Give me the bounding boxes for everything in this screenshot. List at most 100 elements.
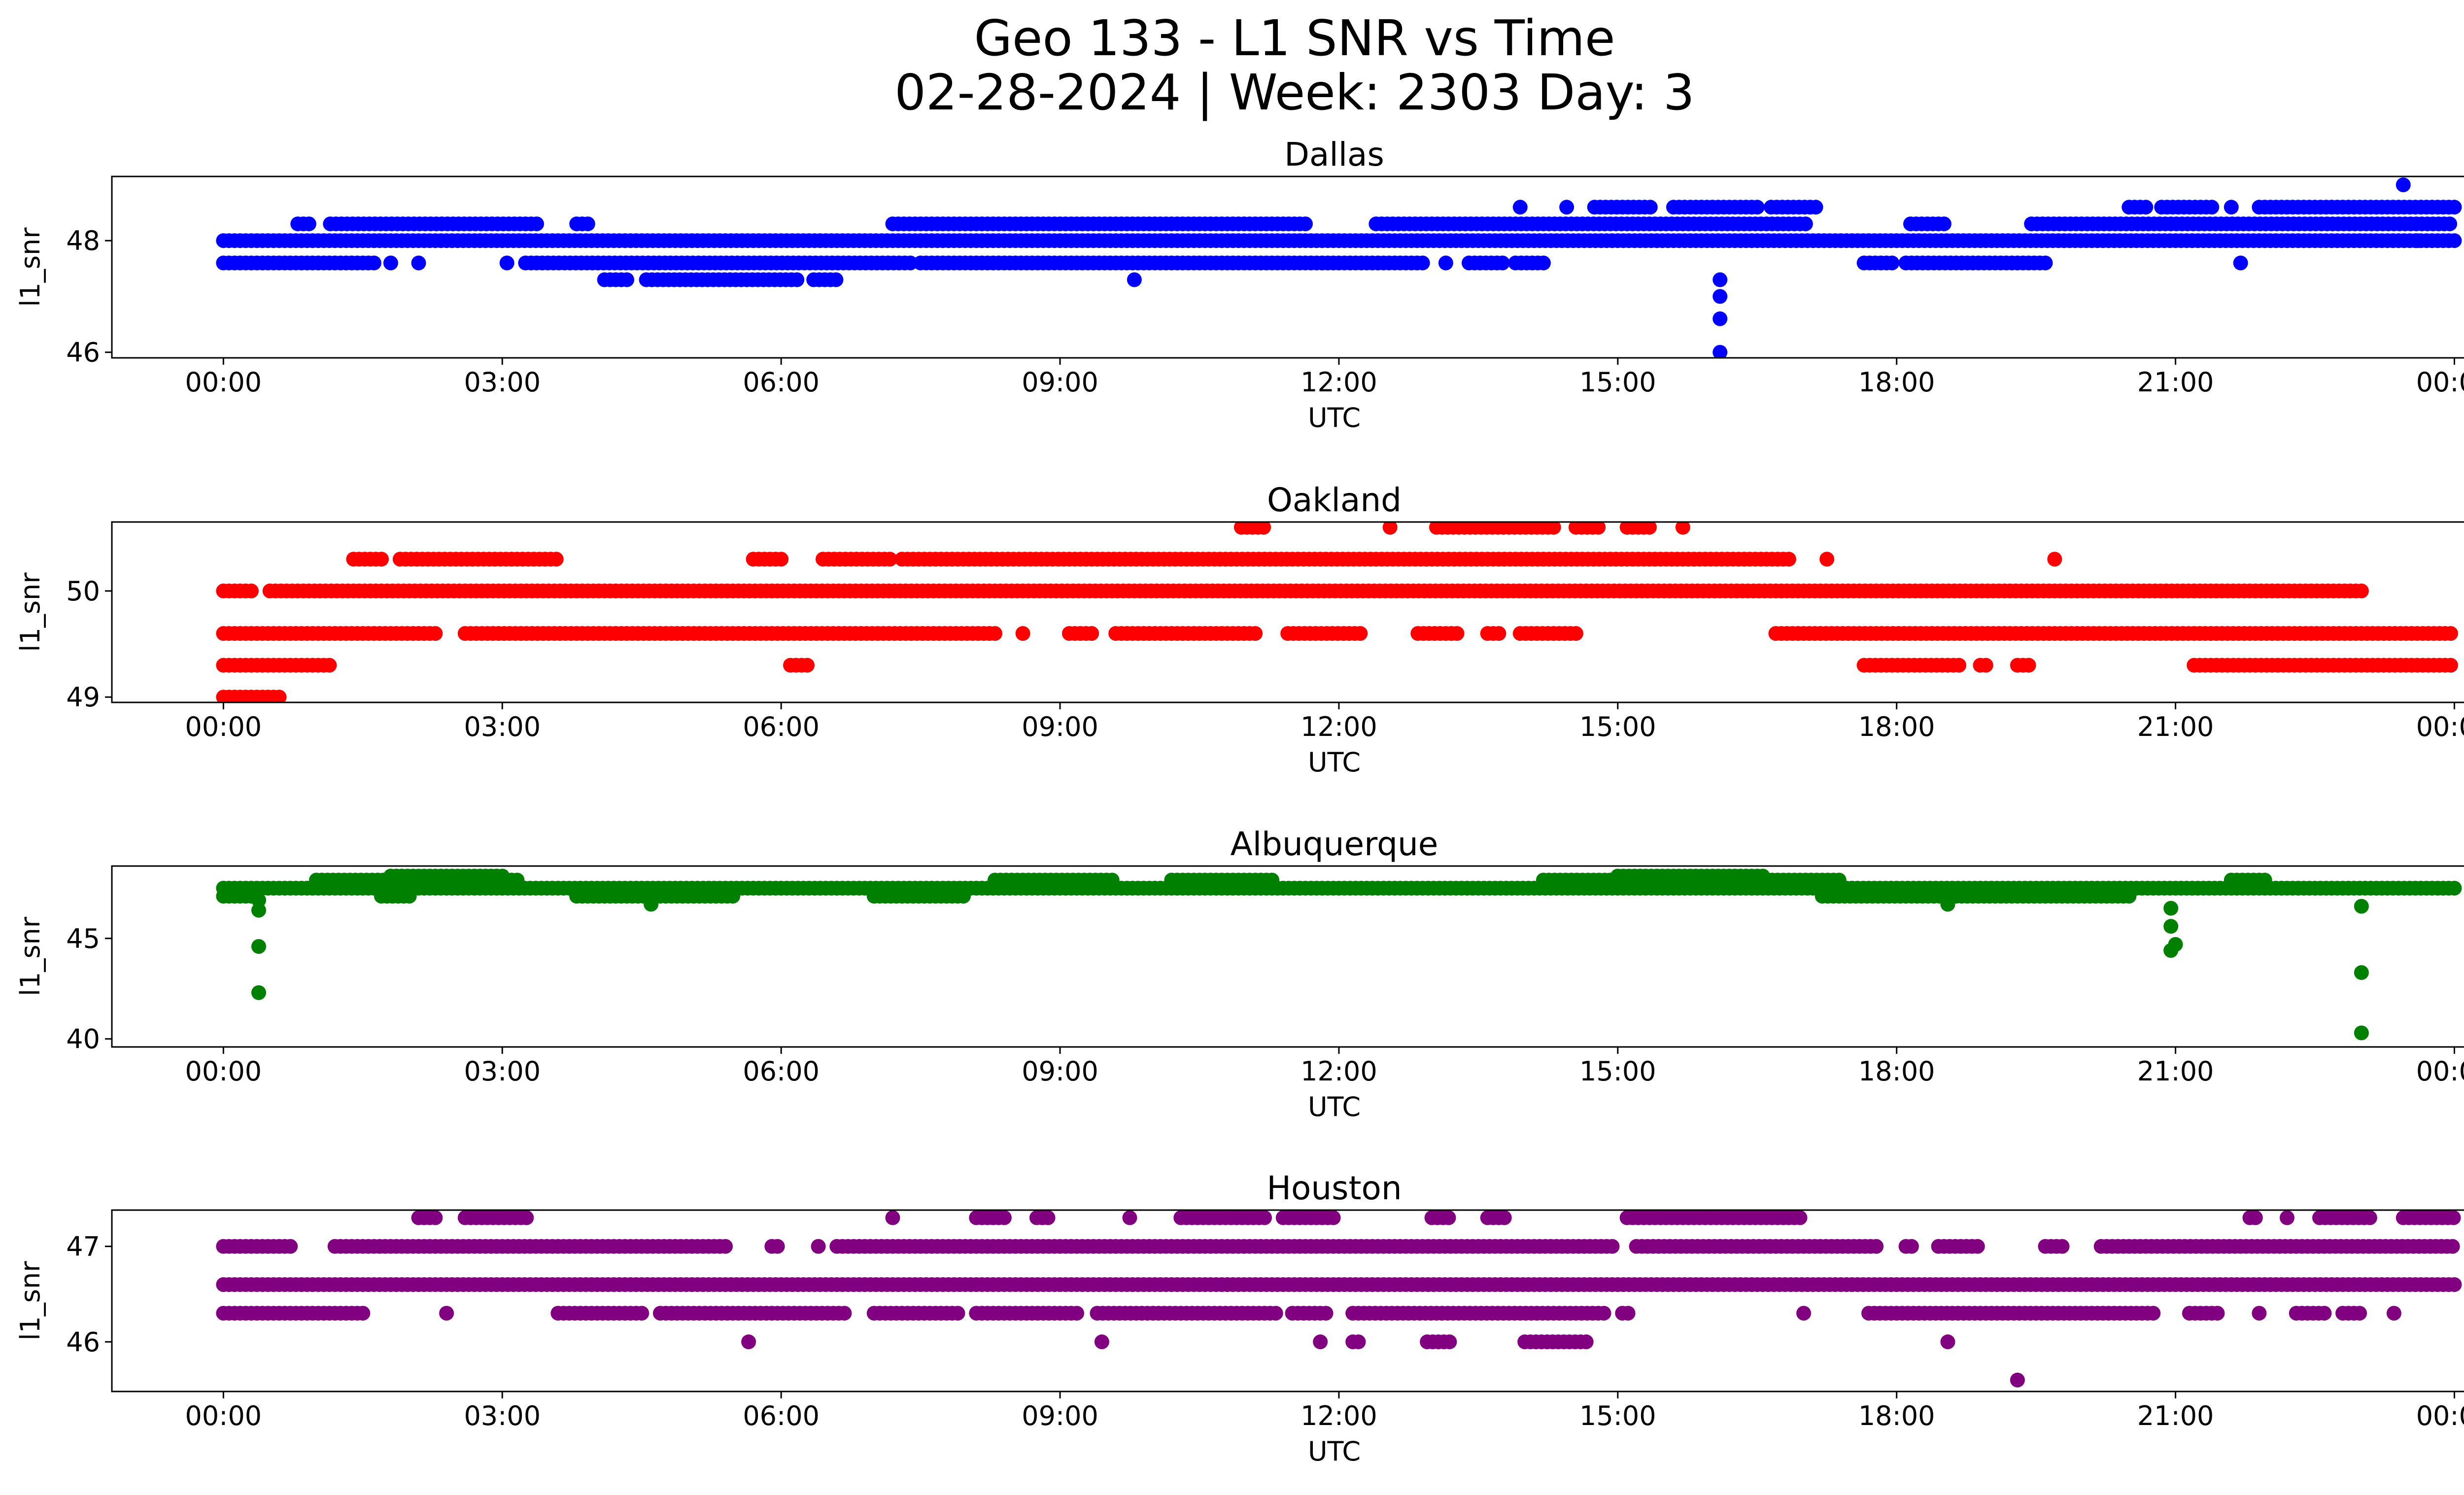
x-tick-label: 06:00 xyxy=(743,1056,820,1087)
data-point xyxy=(2442,216,2458,232)
subplot-title: Dallas xyxy=(1284,136,1384,174)
data-point xyxy=(2447,200,2462,215)
data-point xyxy=(644,897,659,912)
data-point xyxy=(411,255,426,271)
data-point xyxy=(1712,345,1728,358)
data-point xyxy=(1497,1210,1512,1225)
data-point xyxy=(1438,255,1453,271)
x-tick-label: 03:00 xyxy=(464,711,541,742)
x-tick-label: 15:00 xyxy=(1579,1056,1656,1087)
data-point xyxy=(2146,1306,2161,1321)
data-point xyxy=(1318,1306,1334,1321)
data-point xyxy=(2047,552,2062,567)
data-point xyxy=(1578,1334,1594,1350)
x-tick-label: 18:00 xyxy=(1858,1400,1935,1431)
x-tick-label: 09:00 xyxy=(1022,711,1098,742)
data-point xyxy=(1442,1334,1457,1350)
x-tick-label: 03:00 xyxy=(464,1400,541,1431)
data-point xyxy=(2021,658,2036,673)
data-point xyxy=(1248,626,1263,641)
data-point xyxy=(1819,552,1835,567)
data-point xyxy=(2233,255,2248,271)
x-tick-label: 21:00 xyxy=(2137,711,2214,742)
data-point xyxy=(1351,1334,1366,1350)
data-point xyxy=(1591,522,1606,535)
y-axis-label: l1_snr xyxy=(15,916,46,996)
figure-title-line2: 02-28-2024 | Week: 2303 Day: 3 xyxy=(894,64,1694,121)
x-tick-label: 00:00 xyxy=(2416,1056,2464,1087)
data-point xyxy=(718,1239,733,1254)
y-axis-label: l1_snr xyxy=(15,227,46,307)
data-point xyxy=(402,889,417,904)
data-point xyxy=(1257,1210,1272,1225)
data-point xyxy=(2122,889,2137,904)
data-point xyxy=(811,1239,826,1254)
data-point xyxy=(374,552,389,567)
subplot-title: Houston xyxy=(1266,1169,1402,1207)
data-point xyxy=(1441,1210,1456,1225)
axes-frame xyxy=(111,865,2464,1048)
y-axis-label: l1_snr xyxy=(15,572,46,652)
data-point xyxy=(428,626,443,641)
y-tick-label: 48 xyxy=(66,225,100,256)
data-point xyxy=(996,1210,1012,1225)
data-point xyxy=(1596,1306,1611,1321)
subplot-houston: Houston 00:00 03:00 06:00 09:00 12:00 15:00 18:… xyxy=(15,1169,2464,1467)
data-point xyxy=(1643,200,1658,215)
data-point xyxy=(1268,1306,1283,1321)
axes-frame xyxy=(111,1209,2464,1392)
data-point xyxy=(2138,200,2154,215)
data-point xyxy=(2445,1239,2460,1254)
data-point xyxy=(2038,255,2053,271)
data-point xyxy=(243,583,259,598)
data-point xyxy=(828,272,844,287)
data-point xyxy=(1536,255,1551,271)
data-point xyxy=(2446,1210,2461,1225)
data-point xyxy=(1904,1239,1919,1254)
data-point xyxy=(519,1210,534,1225)
data-point xyxy=(1495,255,1510,271)
x-tick-label: 09:00 xyxy=(1022,367,1098,398)
x-tick-label: 06:00 xyxy=(743,1400,820,1431)
data-point xyxy=(251,903,266,918)
data-point xyxy=(1808,200,1823,215)
data-point xyxy=(2443,658,2458,673)
data-point xyxy=(2354,583,2369,598)
data-point xyxy=(2396,177,2411,192)
axes-frame xyxy=(111,175,2464,359)
data-point xyxy=(882,552,897,567)
y-tick-label: 49 xyxy=(66,682,100,713)
data-point xyxy=(837,1306,852,1321)
data-point xyxy=(366,255,381,271)
data-point xyxy=(1940,897,1955,912)
data-points xyxy=(216,1210,2462,1388)
x-axis-label: UTC xyxy=(1308,1091,1361,1122)
y-tick-label: 47 xyxy=(66,1231,100,1262)
data-point xyxy=(1415,255,1430,271)
x-tick-label: 00:00 xyxy=(185,367,262,398)
data-point xyxy=(1620,1306,1636,1321)
x-tick-label: 12:00 xyxy=(1300,1400,1377,1431)
data-point xyxy=(800,658,815,673)
data-point xyxy=(1104,872,1120,888)
subplot-albuquerque: Albuquerque 00:00 03:00 06:00 09:00 12:00 15:0… xyxy=(15,825,2464,1122)
data-point xyxy=(2248,1210,2263,1225)
y-tick-label: 46 xyxy=(66,337,100,368)
data-point xyxy=(1936,216,1951,232)
x-tick-label: 12:00 xyxy=(1300,1056,1377,1087)
data-point xyxy=(1642,522,1657,535)
data-point xyxy=(1094,1334,1109,1350)
data-point xyxy=(988,626,1002,641)
data-point xyxy=(1796,1306,1812,1321)
data-point xyxy=(2224,200,2239,215)
data-point xyxy=(1127,272,1142,287)
x-tick-label: 21:00 xyxy=(2137,367,2214,398)
data-point xyxy=(1884,255,1900,271)
x-tick-label: 21:00 xyxy=(2137,1400,2214,1431)
data-point xyxy=(383,255,398,271)
x-tick-label: 12:00 xyxy=(1300,367,1377,398)
subplot-dallas: Dallas 00:00 03:00 06:00 09:00 12:00 15:00 18:0… xyxy=(15,136,2464,433)
data-point xyxy=(1755,869,1771,884)
data-point xyxy=(283,1239,298,1254)
